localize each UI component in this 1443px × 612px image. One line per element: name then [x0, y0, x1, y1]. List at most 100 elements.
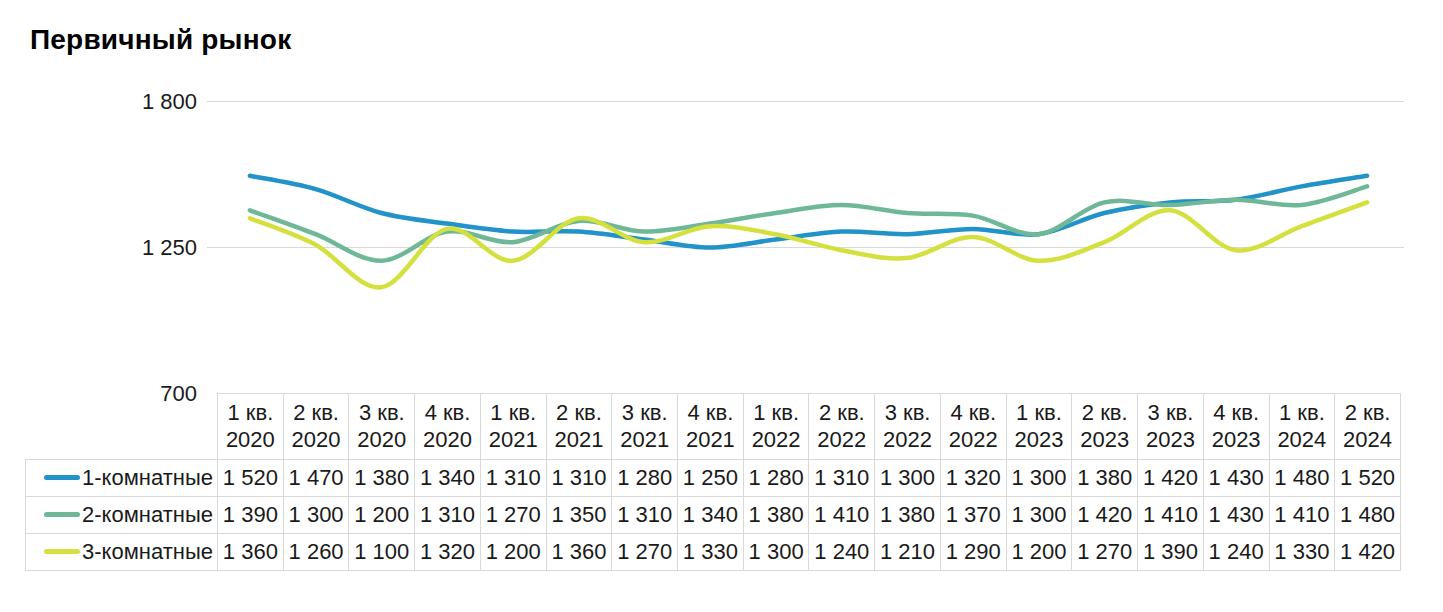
column-header-quarter: 1 кв.	[1270, 400, 1335, 427]
column-header-10: 2 кв.2022	[809, 394, 875, 460]
value-cell: 1 240	[809, 534, 875, 571]
column-header-year: 2024	[1270, 427, 1335, 454]
value-cell: 1 290	[940, 534, 1006, 571]
value-cell: 1 200	[480, 534, 546, 571]
series-name: 2-комнатные	[82, 502, 213, 529]
value-cell: 1 520	[218, 460, 284, 497]
column-header-year: 2023	[1138, 427, 1203, 454]
value-cell: 1 480	[1335, 497, 1401, 534]
value-cell: 1 340	[415, 460, 481, 497]
value-cell: 1 390	[1138, 534, 1204, 571]
value-cell: 1 420	[1072, 497, 1138, 534]
column-header-quarter: 1 кв.	[218, 400, 283, 427]
value-cell: 1 210	[875, 534, 941, 571]
column-header-year: 2020	[415, 427, 480, 454]
column-header-17: 1 кв.2024	[1269, 394, 1335, 460]
value-cell: 1 520	[1335, 460, 1401, 497]
value-cell: 1 280	[612, 460, 678, 497]
column-header-6: 2 кв.2021	[546, 394, 612, 460]
value-cell: 1 340	[678, 497, 744, 534]
series-line-1	[250, 176, 1367, 248]
column-header-year: 2022	[744, 427, 809, 454]
column-header-quarter: 1 кв.	[1007, 400, 1072, 427]
column-header-quarter: 4 кв.	[941, 400, 1006, 427]
value-cell: 1 270	[1072, 534, 1138, 571]
value-cell: 1 300	[1006, 460, 1072, 497]
column-header-year: 2020	[218, 427, 283, 454]
legend-cell-2: 2-комнатные	[26, 497, 218, 534]
value-cell: 1 360	[546, 534, 612, 571]
value-cell: 1 470	[283, 460, 349, 497]
value-cell: 1 430	[1203, 497, 1269, 534]
value-cell: 1 250	[678, 460, 744, 497]
column-header-12: 4 кв.2022	[940, 394, 1006, 460]
column-header-7: 3 кв.2021	[612, 394, 678, 460]
value-cell: 1 350	[546, 497, 612, 534]
y-axis-label-1250: 1 250	[142, 235, 197, 260]
column-header-quarter: 3 кв.	[349, 400, 414, 427]
column-header-8: 4 кв.2021	[678, 394, 744, 460]
column-header-18: 2 кв.2024	[1335, 394, 1401, 460]
value-cell: 1 320	[940, 460, 1006, 497]
value-cell: 1 300	[283, 497, 349, 534]
value-cell: 1 410	[809, 497, 875, 534]
column-header-year: 2021	[547, 427, 612, 454]
series-name: 3-комнатные	[82, 539, 213, 566]
column-header-year: 2020	[284, 427, 349, 454]
value-cell: 1 300	[1006, 497, 1072, 534]
value-cell: 1 370	[940, 497, 1006, 534]
column-header-year: 2021	[612, 427, 677, 454]
column-header-year: 2022	[875, 427, 940, 454]
column-header-quarter: 1 кв.	[481, 400, 546, 427]
value-cell: 1 310	[546, 460, 612, 497]
value-cell: 1 100	[349, 534, 415, 571]
value-cell: 1 380	[349, 460, 415, 497]
column-header-3: 3 кв.2020	[349, 394, 415, 460]
column-header-quarter: 2 кв.	[809, 400, 874, 427]
column-header-quarter: 4 кв.	[1204, 400, 1269, 427]
column-header-quarter: 2 кв.	[1335, 400, 1400, 427]
legend-cell-1: 1-комнатные	[26, 460, 218, 497]
value-cell: 1 410	[1269, 497, 1335, 534]
column-header-year: 2022	[809, 427, 874, 454]
legend-item: 1-комнатные	[26, 465, 217, 492]
series-name: 1-комнатные	[82, 465, 213, 492]
column-header-year: 2021	[481, 427, 546, 454]
value-cell: 1 320	[415, 534, 481, 571]
column-header-quarter: 3 кв.	[1138, 400, 1203, 427]
column-header-year: 2020	[349, 427, 414, 454]
value-cell: 1 480	[1269, 460, 1335, 497]
value-cell: 1 330	[678, 534, 744, 571]
value-cell: 1 310	[612, 497, 678, 534]
value-cell: 1 310	[415, 497, 481, 534]
value-cell: 1 420	[1138, 460, 1204, 497]
column-header-quarter: 3 кв.	[875, 400, 940, 427]
column-header-1: 1 кв.2020	[218, 394, 284, 460]
column-header-15: 3 кв.2023	[1138, 394, 1204, 460]
column-header-year: 2023	[1072, 427, 1137, 454]
value-cell: 1 430	[1203, 460, 1269, 497]
column-header-quarter: 2 кв.	[547, 400, 612, 427]
column-header-quarter: 2 кв.	[284, 400, 349, 427]
value-cell: 1 270	[480, 497, 546, 534]
column-header-quarter: 1 кв.	[744, 400, 809, 427]
value-cell: 1 310	[809, 460, 875, 497]
column-header-4: 4 кв.2020	[415, 394, 481, 460]
legend-line-icon	[44, 475, 80, 480]
value-cell: 1 240	[1203, 534, 1269, 571]
column-header-2: 2 кв.2020	[283, 394, 349, 460]
value-cell: 1 200	[1006, 534, 1072, 571]
value-cell: 1 300	[875, 460, 941, 497]
report-page: Первичный рынок 1 8001 250700 1 кв.20202…	[0, 0, 1443, 612]
column-header-14: 2 кв.2023	[1072, 394, 1138, 460]
column-header-5: 1 кв.2021	[480, 394, 546, 460]
table-corner-cell	[26, 394, 218, 460]
value-cell: 1 280	[743, 460, 809, 497]
legend-line-icon	[44, 512, 80, 517]
column-header-quarter: 2 кв.	[1072, 400, 1137, 427]
legend-cell-3: 3-комнатные	[26, 534, 218, 571]
table-header-row: 1 кв.20202 кв.20203 кв.20204 кв.20201 кв…	[26, 394, 1401, 460]
column-header-year: 2023	[1007, 427, 1072, 454]
table-row-1: 1-комнатные1 5201 4701 3801 3401 3101 31…	[26, 460, 1401, 497]
column-header-quarter: 3 кв.	[612, 400, 677, 427]
